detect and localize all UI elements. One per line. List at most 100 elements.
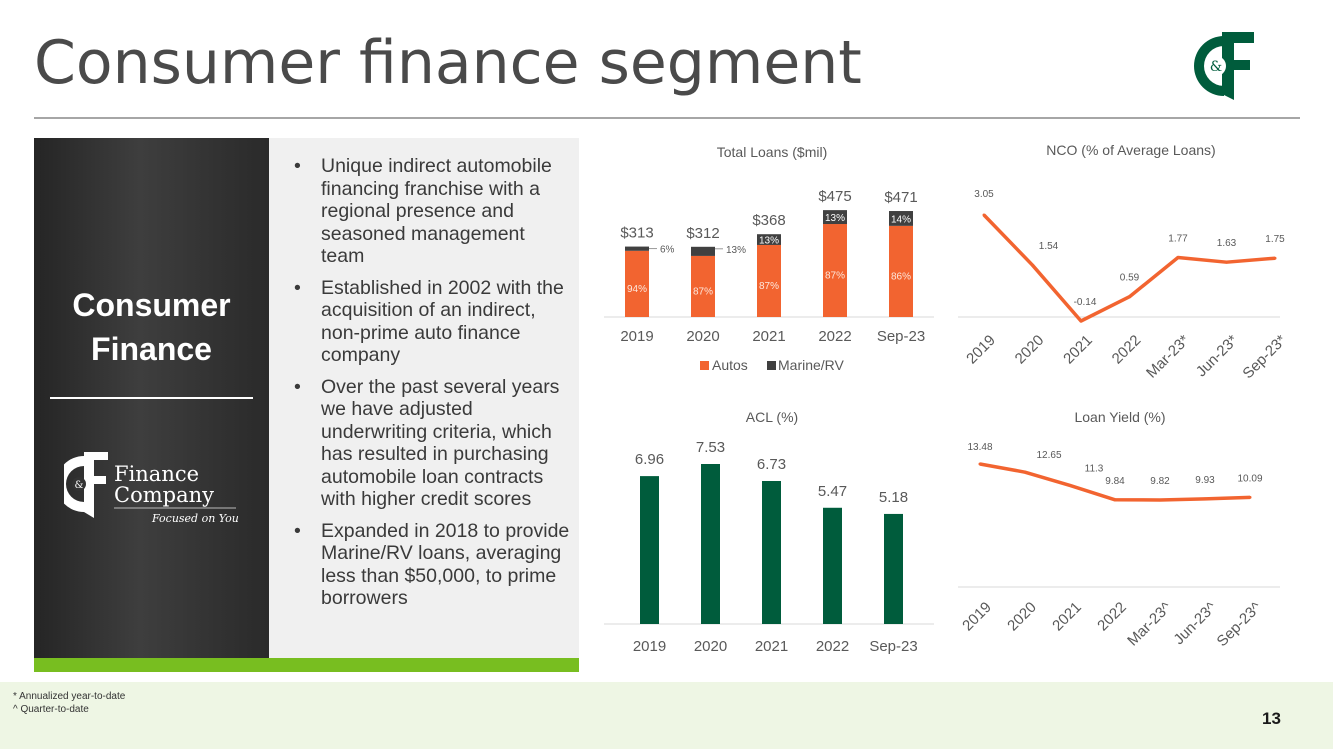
x-tick-label: 2022 xyxy=(818,328,851,345)
total-label: $475 xyxy=(818,188,851,205)
x-tick-label: 2021 xyxy=(1049,599,1085,635)
data-point xyxy=(1225,260,1228,264)
total-loans-svg: Total Loans ($mil) $313 94% 6% 2019 $312 87% 13… xyxy=(604,144,934,373)
data-point xyxy=(1273,256,1277,260)
nco-svg: NCO (% of Average Loans) 3.05 2019 1.54 2020… xyxy=(958,142,1290,382)
x-tick-label: 2019 xyxy=(963,332,999,368)
x-tick-label: 2021 xyxy=(755,638,788,655)
bullet-item: • Established in 2002 with the acquisitio… xyxy=(290,277,570,367)
bullet-item: • Expanded in 2018 to provide Marine/RV l… xyxy=(290,520,570,610)
data-point xyxy=(982,213,986,217)
autos-share-label: 87% xyxy=(759,281,779,292)
data-label: 1.77 xyxy=(1168,234,1188,245)
fc-logo-tagline: Focused on You xyxy=(151,512,239,525)
bullet-dot-icon: • xyxy=(294,375,301,398)
autos-share-label: 94% xyxy=(627,284,647,295)
autos-share-label: 87% xyxy=(825,271,845,282)
bullet-text: Over the past several years we have adju… xyxy=(321,375,560,511)
total-label: $471 xyxy=(884,189,917,206)
fc-logo-word2: Company xyxy=(114,483,214,507)
x-tick-label: 2022 xyxy=(816,638,849,655)
marine-share-label: 13% xyxy=(825,213,845,224)
x-tick-label: 2020 xyxy=(694,638,727,655)
bullet-item: • Over the past several years we have adj… xyxy=(290,376,570,511)
total-label: $368 xyxy=(752,212,785,229)
x-tick-label: Mar-23^ xyxy=(1124,599,1175,650)
data-label: 6.73 xyxy=(757,456,786,473)
segment-title-line1: Consumer xyxy=(72,287,231,323)
data-label: 1.75 xyxy=(1265,234,1285,245)
data-point xyxy=(1203,497,1207,501)
legend-label-autos: Autos xyxy=(712,357,748,373)
segment-divider xyxy=(50,397,253,399)
data-label: 9.82 xyxy=(1150,476,1170,487)
bullets-panel xyxy=(269,138,579,658)
bullet-dot-icon: • xyxy=(294,519,301,542)
title-divider xyxy=(34,117,1300,119)
segment-title-line2: Finance xyxy=(91,331,212,367)
marine-share-label: 6% xyxy=(660,245,675,256)
data-point xyxy=(1079,319,1083,323)
autos-share-label: 87% xyxy=(693,286,713,297)
total-label: $312 xyxy=(686,225,719,242)
marine-share-label: 14% xyxy=(891,214,911,225)
footnote-annualized: * Annualized year-to-date xyxy=(13,691,126,702)
fc-logo-ampersand: & xyxy=(75,480,84,491)
bar-marine-rv xyxy=(889,211,913,226)
data-label: 5.47 xyxy=(818,483,847,500)
marine-share-label: 13% xyxy=(759,236,779,247)
data-point xyxy=(1023,470,1027,474)
x-tick-label: 2019 xyxy=(620,328,653,345)
bar-autos xyxy=(823,224,847,317)
data-label: 10.09 xyxy=(1237,473,1262,484)
logo-ampersand: & xyxy=(1210,59,1222,75)
bar xyxy=(884,513,903,624)
x-tick-label: 2021 xyxy=(752,328,785,345)
chart-title: Loan Yield (%) xyxy=(1074,409,1165,425)
x-tick-label: Jun-23^ xyxy=(1170,599,1219,648)
total-label: $313 xyxy=(620,225,653,242)
chart-title: NCO (% of Average Loans) xyxy=(1046,142,1215,158)
acl-svg: ACL (%) 6.96 2019 7.53 2020 6.73 2021 5.47 2022 5… xyxy=(604,409,934,655)
bullet-dot-icon: • xyxy=(294,155,301,177)
legend-swatch-marine-rv xyxy=(767,361,776,370)
accent-bar xyxy=(34,658,579,672)
bullet-item: • Unique indirect automobile financing fr… xyxy=(290,155,570,268)
chart-title: Total Loans ($mil) xyxy=(717,144,828,160)
data-label: 7.53 xyxy=(696,439,725,456)
bar-marine-rv xyxy=(625,246,649,251)
x-tick-label: Sep-23^ xyxy=(1214,599,1265,650)
data-label: 11.3 xyxy=(1085,463,1104,474)
x-tick-label: Mar-23* xyxy=(1143,332,1193,382)
data-label: 9.93 xyxy=(1195,475,1215,486)
data-label: -0.14 xyxy=(1074,297,1097,308)
bar xyxy=(640,476,659,624)
x-tick-label: Sep-23 xyxy=(869,638,917,655)
x-tick-label: 2020 xyxy=(1012,332,1048,368)
data-point xyxy=(1113,498,1117,502)
data-label: 0.59 xyxy=(1120,273,1140,284)
bullet-text: Unique indirect automobile financing fra… xyxy=(321,155,552,267)
data-point xyxy=(1031,263,1034,267)
legend-swatch-autos xyxy=(700,361,709,370)
x-tick-label: 2022 xyxy=(1094,599,1130,635)
chart-loan-yield: Loan Yield (%) 13.48 2019 12.65 2020 11.3 2021… xyxy=(950,400,1330,670)
x-tick-label: Jun-23* xyxy=(1193,332,1242,381)
chart-acl: ACL (%) 6.96 2019 7.53 2020 6.73 2021 5.47 2022 5… xyxy=(600,400,940,670)
bullet-dot-icon: • xyxy=(294,276,301,299)
bar-marine-rv xyxy=(823,210,847,225)
x-tick-label: 2022 xyxy=(1109,332,1145,368)
finance-company-logo: & Finance Company Focused on You xyxy=(64,452,239,525)
data-label: 5.18 xyxy=(879,489,908,506)
data-label: 9.84 xyxy=(1105,476,1125,487)
page-number: 13 xyxy=(1262,709,1281,728)
bar-autos xyxy=(757,244,781,317)
footnote-quarter: ^ Quarter-to-date xyxy=(13,704,89,715)
page-title: Consumer finance segment xyxy=(34,28,862,98)
data-point xyxy=(1128,295,1131,299)
data-label: 1.54 xyxy=(1039,241,1059,252)
chart-total-loans: Total Loans ($mil) $313 94% 6% 2019 $312 87% 13… xyxy=(600,135,940,385)
x-tick-label: 2019 xyxy=(633,638,666,655)
data-point xyxy=(1068,483,1072,487)
bar-marine-rv xyxy=(691,246,715,256)
